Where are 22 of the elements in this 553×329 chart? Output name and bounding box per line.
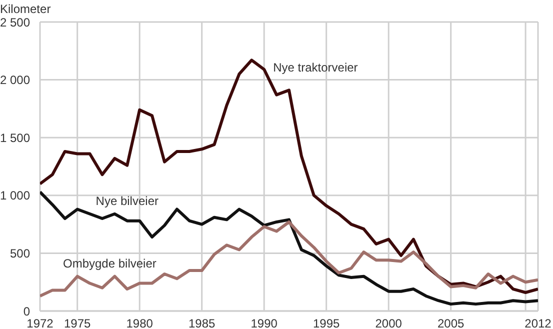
x-tick-label: 1980 (126, 316, 154, 329)
x-tick-label: 1975 (64, 316, 92, 329)
y-tick-label: 2 000 (0, 73, 30, 88)
line-series (40, 190, 538, 306)
series-label: Nye bilveier (96, 194, 158, 208)
x-tick-label: 1990 (250, 316, 278, 329)
x-tick-label: 1972 (26, 316, 54, 329)
line-series (40, 58, 538, 294)
y-tick-label: 1 000 (0, 188, 30, 203)
x-tick-label: 2012 (524, 316, 552, 329)
y-tick-label: 1 500 (0, 130, 30, 145)
y-tick-label: 2 500 (0, 15, 30, 30)
x-tick-label: 1995 (313, 316, 340, 329)
y-tick-label: 0 (23, 304, 30, 318)
y-axis-title: Kilometer (0, 2, 51, 16)
series-label: Ombygde bilveier (63, 256, 156, 270)
y-tick-label: 500 (10, 246, 30, 260)
x-tick-label: 2000 (375, 316, 402, 329)
x-tick-label: 2005 (438, 316, 465, 329)
line-series (40, 220, 538, 298)
x-tick-label: 1985 (188, 316, 216, 329)
series-label: Nye traktorveier (273, 60, 358, 74)
